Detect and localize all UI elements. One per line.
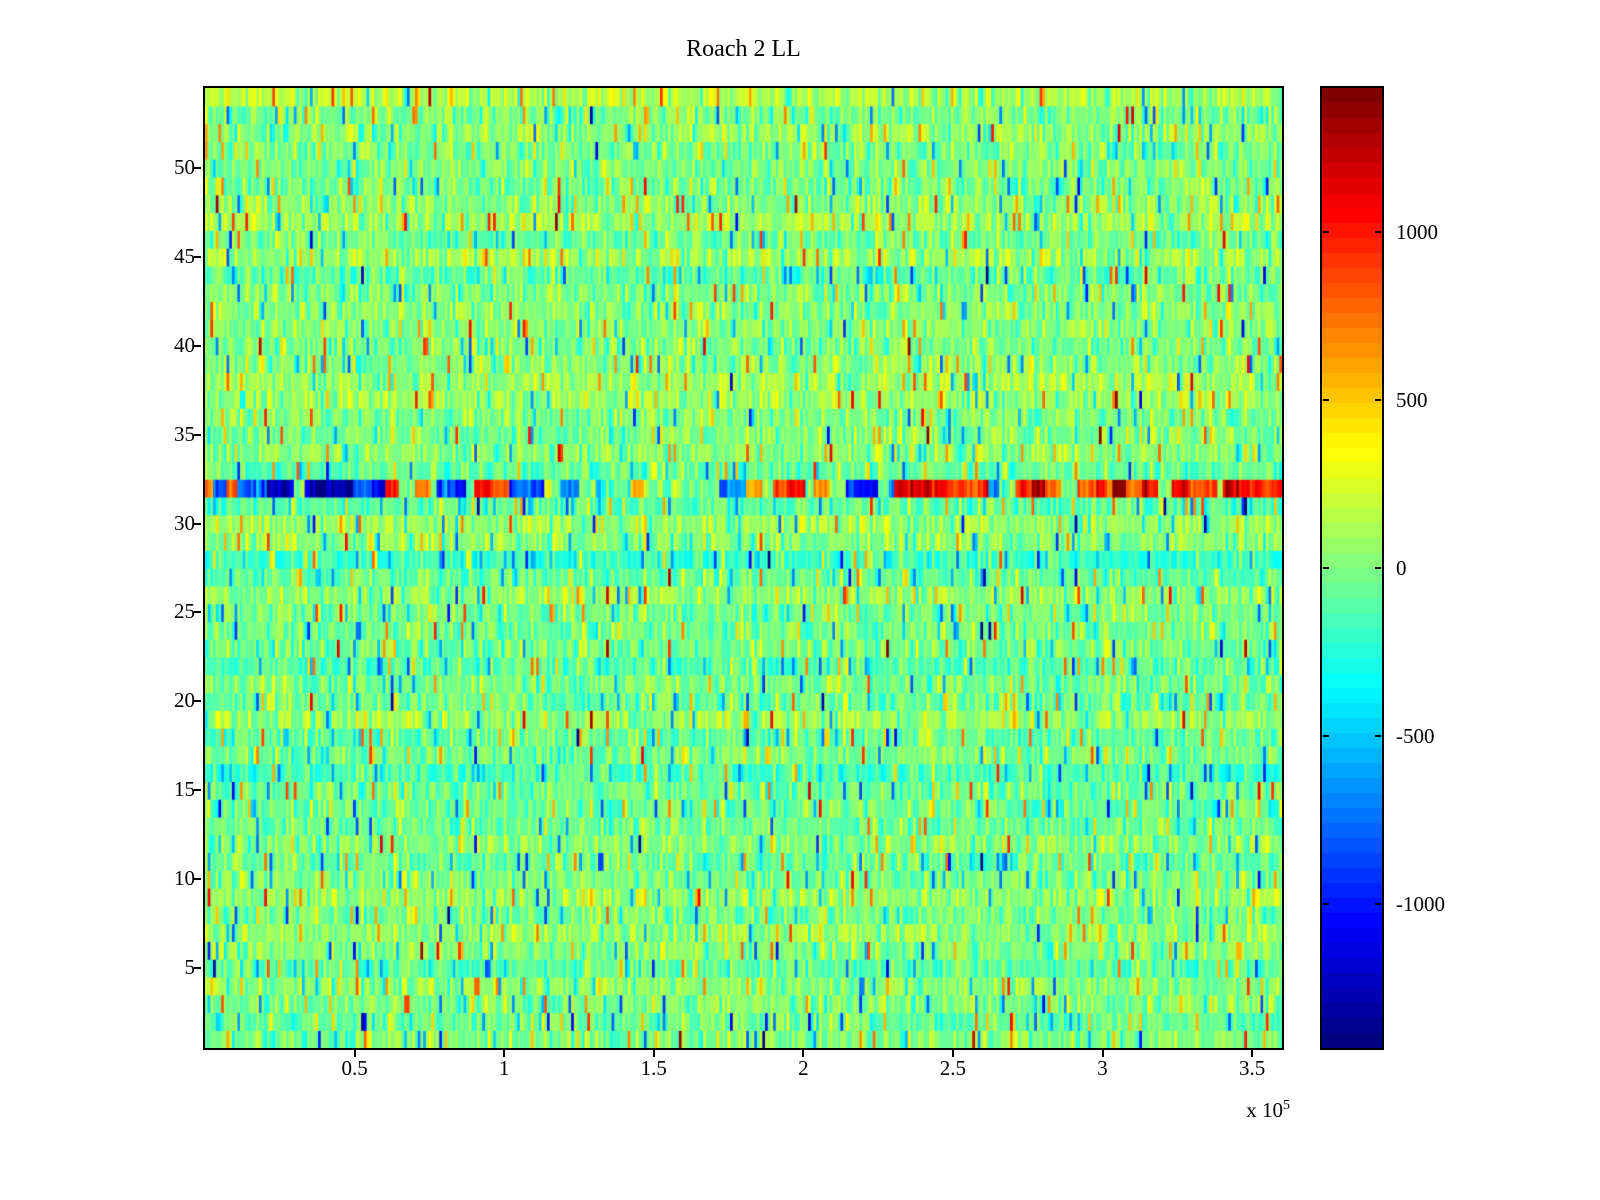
y-tick-mark — [194, 522, 201, 525]
y-tick-mark — [194, 167, 201, 169]
x-tick-mark — [353, 1050, 356, 1057]
y-tick-mark — [194, 967, 201, 969]
y-tick-label: 20 — [174, 688, 195, 713]
y-tick-mark — [194, 611, 201, 614]
y-tick-mark — [194, 433, 201, 436]
y-tick-mark — [194, 344, 201, 347]
x-tick-mark — [1251, 1050, 1254, 1057]
colorbar-tick-mark-right — [1375, 734, 1381, 737]
y-tick-label: 10 — [174, 865, 195, 890]
heatmap-plot-area — [203, 86, 1284, 1050]
x-tick-mark — [503, 1050, 506, 1057]
x-tick-mark — [802, 1050, 805, 1057]
colorbar-tick-mark-left — [1323, 399, 1329, 402]
colorbar-canvas — [1322, 88, 1382, 1048]
x-tick-label: 1.5 — [640, 1056, 667, 1080]
colorbar-tick-mark-right — [1375, 567, 1381, 569]
colorbar-tick-mark-right — [1375, 902, 1381, 905]
y-tick-label: 30 — [174, 510, 195, 535]
y-tick-label: 40 — [174, 332, 195, 357]
colorbar-tick-mark-left — [1323, 567, 1329, 569]
y-tick-mark — [194, 789, 201, 792]
colorbar-tick-label: 0 — [1396, 556, 1407, 580]
x-tick-label: 0.5 — [341, 1056, 368, 1080]
x-axis-multiplier-base: x 10 — [1246, 1098, 1283, 1122]
colorbar — [1320, 86, 1384, 1050]
colorbar-tick-label: -1000 — [1396, 891, 1445, 916]
chart-title: Roach 2 LL — [686, 36, 801, 62]
colorbar-tick-mark-left — [1323, 231, 1329, 234]
y-tick-mark — [194, 255, 201, 258]
x-axis-multiplier: x 105 — [1160, 1098, 1290, 1123]
x-tick-label: 3 — [1097, 1056, 1108, 1080]
x-axis-multiplier-exponent: 5 — [1283, 1098, 1290, 1113]
y-tick-label: 15 — [174, 777, 195, 802]
x-tick-label: 1 — [498, 1056, 510, 1080]
x-tick-label: 2.5 — [939, 1056, 967, 1080]
colorbar-tick-mark-left — [1323, 902, 1329, 905]
x-tick-mark — [1101, 1050, 1104, 1057]
y-tick-label: 35 — [174, 421, 195, 446]
colorbar-tick-label: 1000 — [1396, 220, 1438, 245]
y-tick-mark — [194, 700, 201, 703]
colorbar-tick-label: -500 — [1396, 723, 1435, 748]
y-tick-label: 5 — [184, 954, 196, 979]
colorbar-tick-label: 500 — [1396, 388, 1428, 413]
y-tick-label: 25 — [174, 599, 195, 624]
y-tick-label: 45 — [174, 243, 195, 268]
x-tick-label: 3.5 — [1238, 1056, 1266, 1080]
heatmap-canvas — [205, 88, 1282, 1048]
y-tick-mark — [194, 878, 201, 881]
colorbar-tick-mark-left — [1323, 734, 1329, 737]
colorbar-tick-mark-right — [1375, 231, 1381, 234]
x-tick-label: 2 — [798, 1056, 809, 1080]
y-tick-label: 50 — [174, 154, 195, 179]
colorbar-tick-mark-right — [1375, 399, 1381, 402]
x-tick-mark — [951, 1050, 954, 1057]
x-tick-mark — [652, 1050, 655, 1057]
